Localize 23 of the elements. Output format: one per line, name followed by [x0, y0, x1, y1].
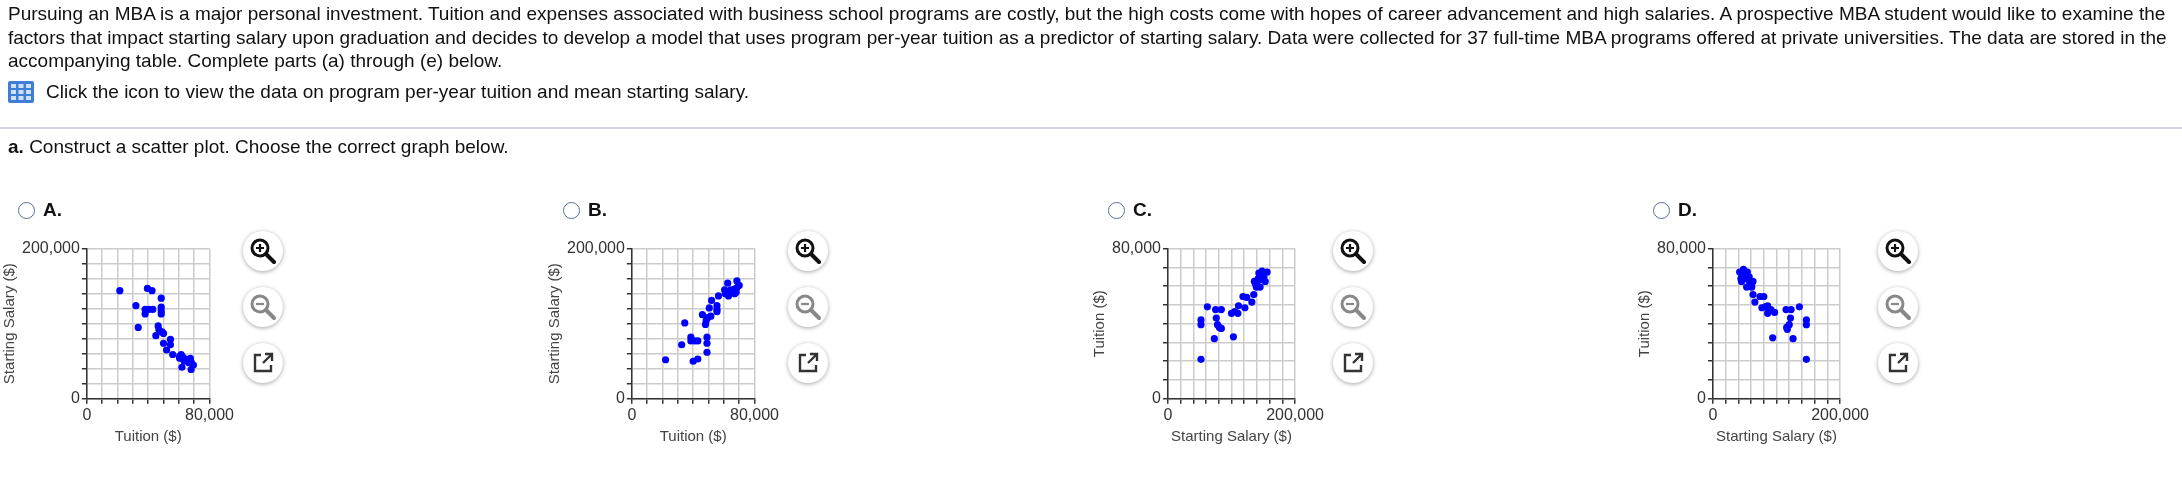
y-axis-title: Tuition ($)	[1090, 290, 1108, 358]
x-tick-label: 0	[1163, 405, 1173, 423]
x-axis-title: Tuition ($)	[114, 427, 182, 445]
chart-title: A.	[43, 199, 62, 221]
x-tick-label: 200,000	[1811, 405, 1870, 423]
chart-title: C.	[1133, 199, 1152, 221]
x-tick-label: 0	[82, 405, 92, 423]
x-axis-title: Tuition ($)	[659, 427, 727, 445]
x-tick-label: 0	[1708, 405, 1718, 423]
y-axis-title: Starting Salary ($)	[0, 263, 18, 385]
text: a. Construct a scatter plot. Choose the correct graph below.	[8, 136, 509, 158]
y-axis-title: Tuition ($)	[1635, 290, 1653, 358]
text: Pursuing an MBA is a major personal investment. Tuition and expenses associated with business school programs are costly, but the high costs come with hopes of career advancement and high salaries. A prospective MBA student would like to examine the factors that impact starting salary upon graduation and decides to develop a model that uses program per-year tuition as a predictor of starting salary. Data were collected for 37 full-time MBA programs offered at private universities. The data are stored in the accompanying table. Complete parts (a) through (e) below.	[8, 2, 2168, 73]
text: Click the icon to view the data on program per-year tuition and mean starting salary.	[46, 81, 749, 103]
chart-title: D.	[1678, 199, 1697, 221]
chart-title: B.	[588, 199, 607, 221]
x-tick-label: 80,000	[185, 405, 235, 423]
x-axis-title: Starting Salary ($)	[1171, 427, 1292, 445]
x-axis-title: Starting Salary ($)	[1716, 427, 1837, 445]
x-tick-label: 80,000	[730, 405, 780, 423]
x-tick-label: 0	[627, 405, 637, 423]
x-tick-label: 200,000	[1266, 405, 1325, 423]
y-axis-title: Starting Salary ($)	[545, 263, 563, 385]
